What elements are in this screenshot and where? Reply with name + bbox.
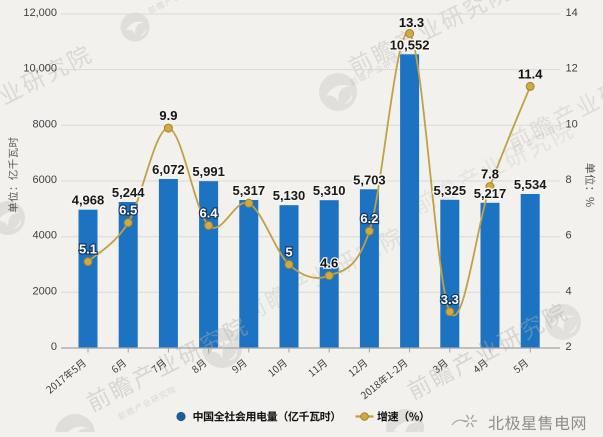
svg-text:6: 6 xyxy=(566,230,572,242)
svg-text:10: 10 xyxy=(566,118,578,130)
svg-text:7.8: 7.8 xyxy=(481,167,499,182)
svg-text:12,000: 12,000 xyxy=(23,7,57,19)
svg-text:5,310: 5,310 xyxy=(313,183,346,198)
svg-text:0: 0 xyxy=(51,341,57,353)
svg-text:10,552: 10,552 xyxy=(390,37,430,52)
svg-text:6,072: 6,072 xyxy=(152,162,185,177)
svg-text:5,991: 5,991 xyxy=(192,164,225,179)
svg-text:3.3: 3.3 xyxy=(441,292,459,307)
svg-text:9.9: 9.9 xyxy=(159,108,177,123)
svg-text:5.1: 5.1 xyxy=(79,242,97,257)
svg-text:13.3: 13.3 xyxy=(399,15,424,30)
svg-text:5,534: 5,534 xyxy=(514,177,547,192)
svg-text:6000: 6000 xyxy=(33,174,57,186)
svg-text:5,317: 5,317 xyxy=(233,183,266,198)
svg-text:11.4: 11.4 xyxy=(518,66,543,81)
svg-text:14: 14 xyxy=(566,7,578,19)
svg-text:6.4: 6.4 xyxy=(200,206,219,221)
svg-text:6.2: 6.2 xyxy=(360,211,378,226)
svg-text:5,217: 5,217 xyxy=(474,186,507,201)
svg-text:4,968: 4,968 xyxy=(72,193,105,208)
svg-text:5: 5 xyxy=(285,245,292,260)
svg-text:5,703: 5,703 xyxy=(353,172,386,187)
svg-text:5,244: 5,244 xyxy=(112,185,145,200)
svg-text:4.6: 4.6 xyxy=(320,256,338,271)
svg-text:5,130: 5,130 xyxy=(273,188,306,203)
svg-text:6.5: 6.5 xyxy=(119,203,137,218)
svg-text:8000: 8000 xyxy=(33,118,57,130)
svg-text:4: 4 xyxy=(566,285,572,297)
svg-text:8: 8 xyxy=(566,174,572,186)
svg-text:12: 12 xyxy=(566,63,578,75)
svg-text:2: 2 xyxy=(566,341,572,353)
svg-text:10,000: 10,000 xyxy=(23,63,57,75)
svg-text:5,325: 5,325 xyxy=(434,183,467,198)
svg-text:2000: 2000 xyxy=(33,285,57,297)
svg-text:4000: 4000 xyxy=(33,230,57,242)
